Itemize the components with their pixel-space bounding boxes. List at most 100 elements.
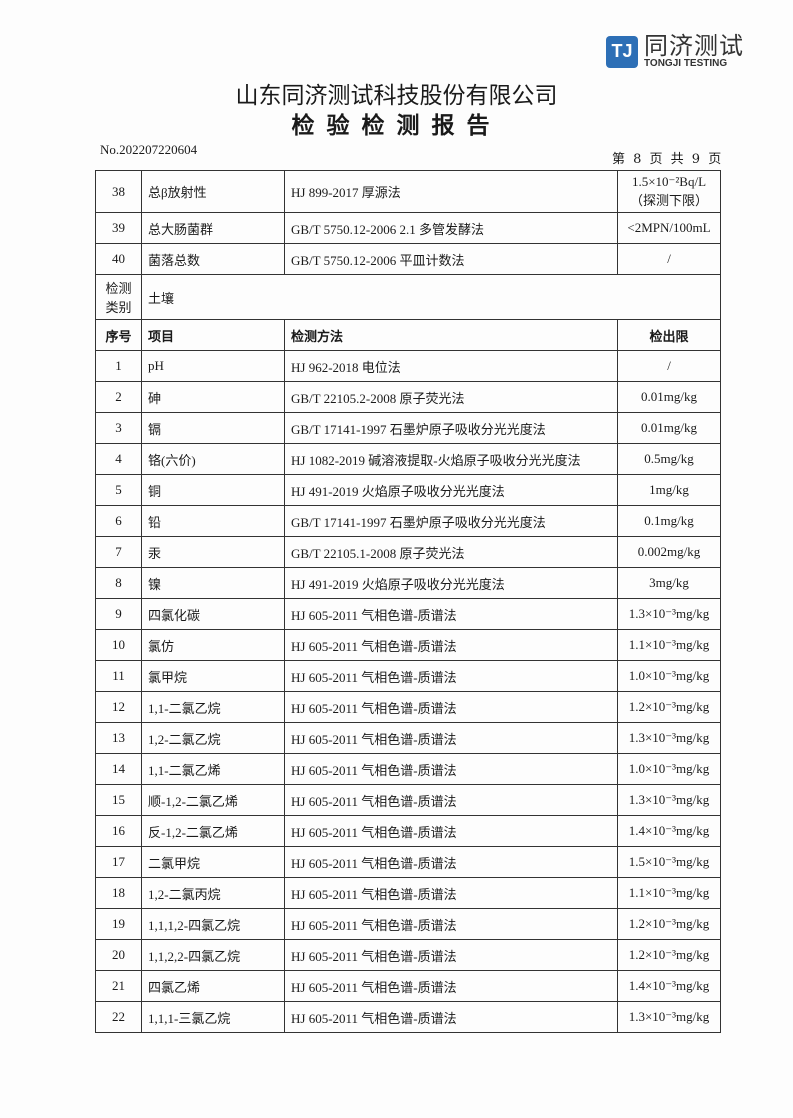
item-name: 1,1-二氯乙烯	[141, 753, 285, 785]
limit-value: 0.002mg/kg	[637, 544, 701, 559]
detection-limit: 1.1×10⁻³mg/kg	[617, 629, 721, 661]
column-header-row: 序号 项目 检测方法 检出限	[95, 319, 721, 351]
category-row: 检测类别 土壤	[95, 274, 721, 320]
table-row: 7 汞 GB/T 22105.1-2008 原子荧光法 0.002mg/kg	[95, 536, 721, 568]
detection-limit: 1.5×10⁻²Bq/L （探测下限）	[617, 170, 721, 213]
item-name: 铅	[141, 505, 285, 537]
method: HJ 605-2011 气相色谱-质谱法	[284, 970, 618, 1002]
item-name: 1,1-二氯乙烷	[141, 691, 285, 723]
method: GB/T 17141-1997 石墨炉原子吸收分光光度法	[284, 412, 618, 444]
table-row: 2 砷 GB/T 22105.2-2008 原子荧光法 0.01mg/kg	[95, 381, 721, 413]
row-number: 13	[95, 722, 142, 754]
row-number: 22	[95, 1001, 142, 1033]
method: HJ 962-2018 电位法	[284, 350, 618, 382]
detection-limit: 1.2×10⁻³mg/kg	[617, 939, 721, 971]
method: HJ 605-2011 气相色谱-质谱法	[284, 815, 618, 847]
limit-value: /	[667, 251, 671, 266]
table-row: 18 1,2-二氯丙烷 HJ 605-2011 气相色谱-质谱法 1.1×10⁻³mg…	[95, 877, 721, 909]
item-name: 镍	[141, 567, 285, 599]
limit-value: 1.3×10⁻³mg/kg	[628, 792, 710, 807]
item-name: 1,1,1,2-四氯乙烷	[141, 908, 285, 940]
item-name: 1,2-二氯丙烷	[141, 877, 285, 909]
detection-limit: 0.01mg/kg	[617, 381, 721, 413]
method: HJ 605-2011 气相色谱-质谱法	[284, 846, 618, 878]
limit-value: 1mg/kg	[649, 482, 689, 497]
item-name: 四氯乙烯	[141, 970, 285, 1002]
item-name: 顺-1,2-二氯乙烯	[141, 784, 285, 816]
item-name: 总大肠菌群	[141, 212, 285, 244]
detection-limit: <2MPN/100mL	[617, 212, 721, 244]
detection-limit: 1.0×10⁻³mg/kg	[617, 660, 721, 692]
limit-value: 1.0×10⁻³mg/kg	[628, 668, 710, 683]
item-name: 菌落总数	[141, 243, 285, 275]
table-row: 3 镉 GB/T 17141-1997 石墨炉原子吸收分光光度法 0.01mg/kg	[95, 412, 721, 444]
logo-en: TONGJI TESTING	[644, 58, 728, 69]
detection-limit: 1.0×10⁻³mg/kg	[617, 753, 721, 785]
method: HJ 1082-2019 碱溶液提取-火焰原子吸收分光光度法	[284, 443, 618, 475]
method: HJ 605-2011 气相色谱-质谱法	[284, 1001, 618, 1033]
method: HJ 605-2011 气相色谱-质谱法	[284, 629, 618, 661]
row-number: 1	[95, 350, 142, 382]
category-label: 检测类别	[95, 274, 142, 320]
item-name: 铜	[141, 474, 285, 506]
limit-note: （探测下限）	[629, 193, 708, 208]
method: GB/T 22105.1-2008 原子荧光法	[284, 536, 618, 568]
row-number: 40	[95, 243, 142, 275]
limit-value: 0.01mg/kg	[641, 420, 697, 435]
table-row: 1 pH HJ 962-2018 电位法 /	[95, 350, 721, 382]
row-number: 17	[95, 846, 142, 878]
item-name: 氯甲烷	[141, 660, 285, 692]
table-row: 9 四氯化碳 HJ 605-2011 气相色谱-质谱法 1.3×10⁻³mg/kg	[95, 598, 721, 630]
item-name: 二氯甲烷	[141, 846, 285, 878]
table-row: 8 镍 HJ 491-2019 火焰原子吸收分光光度法 3mg/kg	[95, 567, 721, 599]
row-number: 3	[95, 412, 142, 444]
limit-value: 1.4×10⁻³mg/kg	[628, 823, 710, 838]
limit-value: 1.1×10⁻³mg/kg	[628, 885, 710, 900]
limit-value: 1.2×10⁻³mg/kg	[628, 699, 710, 714]
detection-limit: 0.002mg/kg	[617, 536, 721, 568]
table-row: 4 铬(六价) HJ 1082-2019 碱溶液提取-火焰原子吸收分光光度法 0.5m…	[95, 443, 721, 475]
row-number: 14	[95, 753, 142, 785]
row-number: 4	[95, 443, 142, 475]
method: HJ 899-2017 厚源法	[284, 170, 618, 213]
method: HJ 605-2011 气相色谱-质谱法	[284, 722, 618, 754]
row-number: 18	[95, 877, 142, 909]
table-row: 15 顺-1,2-二氯乙烯 HJ 605-2011 气相色谱-质谱法 1.3×10⁻³…	[95, 784, 721, 816]
limit-value: 1.4×10⁻³mg/kg	[628, 978, 710, 993]
detection-limit: 1.2×10⁻³mg/kg	[617, 908, 721, 940]
table-row: 5 铜 HJ 491-2019 火焰原子吸收分光光度法 1mg/kg	[95, 474, 721, 506]
report-title: 检验检测报告	[291, 112, 502, 139]
method: GB/T 22105.2-2008 原子荧光法	[284, 381, 618, 413]
row-number: 12	[95, 691, 142, 723]
method: HJ 605-2011 气相色谱-质谱法	[284, 784, 618, 816]
table-row: 13 1,2-二氯乙烷 HJ 605-2011 气相色谱-质谱法 1.3×10⁻³mg…	[95, 722, 721, 754]
limit-value: 0.5mg/kg	[644, 451, 694, 466]
row-number: 16	[95, 815, 142, 847]
table-row: 21 四氯乙烯 HJ 605-2011 气相色谱-质谱法 1.4×10⁻³mg/kg	[95, 970, 721, 1002]
detection-limit: 3mg/kg	[617, 567, 721, 599]
limit-value: 1.1×10⁻³mg/kg	[628, 637, 710, 652]
method: HJ 605-2011 气相色谱-质谱法	[284, 908, 618, 940]
item-name: 汞	[141, 536, 285, 568]
table-row: 10 氯仿 HJ 605-2011 气相色谱-质谱法 1.1×10⁻³mg/kg	[95, 629, 721, 661]
logo-mark-icon: TJ	[606, 35, 638, 68]
limit-value: 1.3×10⁻³mg/kg	[628, 1009, 710, 1024]
detection-limit: /	[617, 243, 721, 275]
limit-value: 1.5×10⁻³mg/kg	[628, 854, 710, 869]
report-number: No.202207220604	[100, 142, 198, 157]
method: HJ 605-2011 气相色谱-质谱法	[284, 753, 618, 785]
item-name: 1,1,1-三氯乙烷	[141, 1001, 285, 1033]
detection-limit: 1.5×10⁻³mg/kg	[617, 846, 721, 878]
method-table: 38 总β放射性 HJ 899-2017 厚源法 1.5×10⁻²Bq/L （探测下限）…	[95, 170, 721, 1033]
table-row: 14 1,1-二氯乙烯 HJ 605-2011 气相色谱-质谱法 1.0×10⁻³mg…	[95, 753, 721, 785]
table-row: 6 铅 GB/T 17141-1997 石墨炉原子吸收分光光度法 0.1mg/kg	[95, 505, 721, 537]
table-row: 11 氯甲烷 HJ 605-2011 气相色谱-质谱法 1.0×10⁻³mg/kg	[95, 660, 721, 692]
detection-limit: 1.3×10⁻³mg/kg	[617, 784, 721, 816]
table-row: 39 总大肠菌群 GB/T 5750.12-2006 2.1 多管发酵法 <2MPN/…	[95, 212, 721, 244]
method: HJ 605-2011 气相色谱-质谱法	[284, 939, 618, 971]
detection-limit: 1.3×10⁻³mg/kg	[617, 722, 721, 754]
row-number: 7	[95, 536, 142, 568]
table-row: 17 二氯甲烷 HJ 605-2011 气相色谱-质谱法 1.5×10⁻³mg/kg	[95, 846, 721, 878]
row-number: 8	[95, 567, 142, 599]
